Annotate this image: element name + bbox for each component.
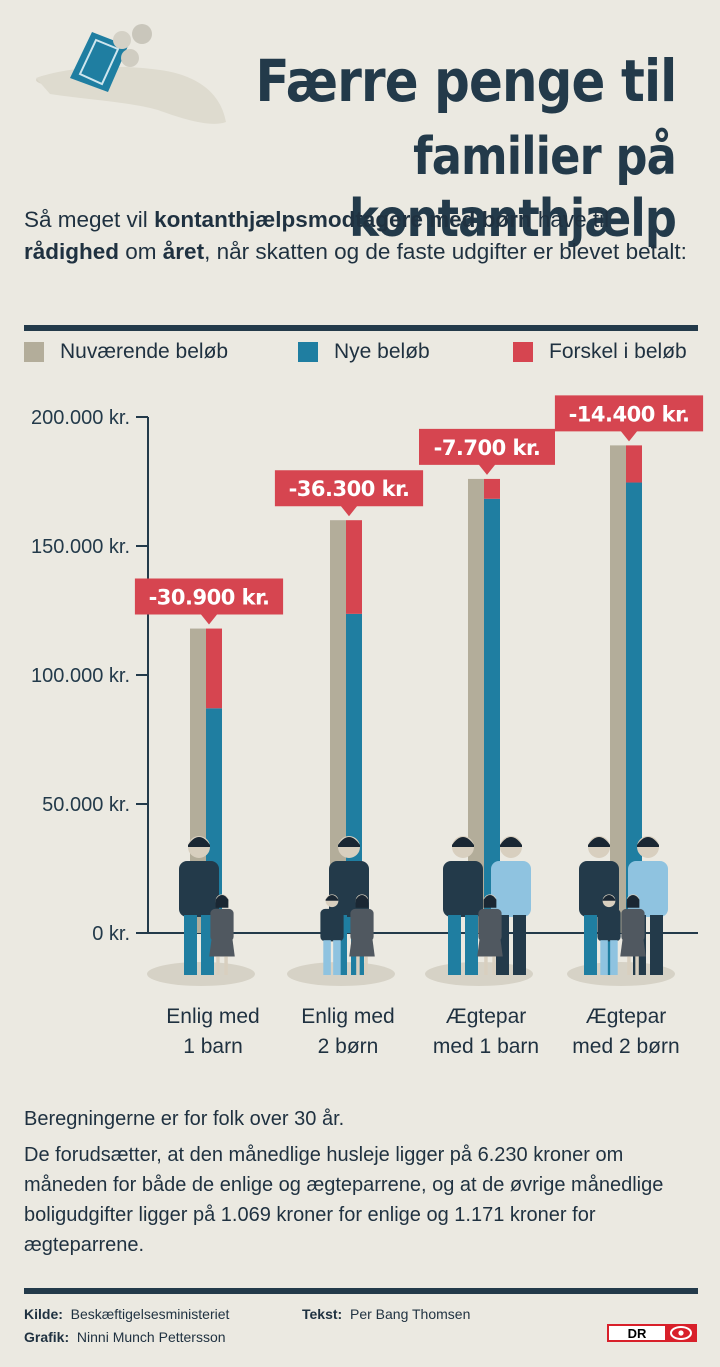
legend-label-difference: Forskel i beløb (549, 340, 687, 363)
bar-new (484, 498, 500, 933)
bar-chart: 0 kr. 50.000 kr. 100.000 kr. 150.000 kr. 200… (31, 395, 704, 986)
bar-current (330, 520, 346, 933)
page-title-line-1: Færre penge til (255, 47, 677, 115)
difference-callout (554, 395, 704, 442)
y-tick-label: 0 kr. (92, 923, 130, 945)
footnote-age: Beregningerne er for folk over 30 år. (24, 1108, 345, 1130)
bar-difference (626, 445, 642, 483)
y-tick-label: 150.000 kr. (31, 536, 130, 558)
bottom-divider (24, 1288, 698, 1294)
family-silhouette-icon (567, 836, 675, 986)
difference-callout (134, 578, 284, 625)
difference-label: -14.400 kr. (569, 402, 690, 426)
category-label-3: Ægtepar med 1 barn (432, 1005, 540, 1058)
difference-label: -36.300 kr. (289, 477, 410, 501)
bar-difference (206, 628, 222, 709)
legend-item-current: Nuværende beløb (24, 340, 228, 364)
y-tick-label: 50.000 kr. (42, 794, 130, 816)
bar-difference (346, 520, 362, 614)
family-silhouette-icon (287, 836, 395, 986)
category-label-2: Enlig med 2 børn (301, 1005, 395, 1058)
legend-item-new: Nye beløb (298, 340, 430, 364)
dr-logo: DR (607, 1324, 697, 1342)
chart-legend: Nuværende beløb Nye beløb Forskel i belø… (0, 340, 720, 370)
difference-label: -7.700 kr. (434, 436, 541, 460)
bar-new (626, 482, 642, 933)
y-tick-label: 200.000 kr. (31, 407, 130, 429)
legend-swatch-new (298, 342, 318, 362)
bar-current (468, 478, 484, 933)
credit-graphic: Grafik: Ninni Munch Pettersson (24, 1329, 226, 1345)
legend-swatch-current (24, 342, 44, 362)
category-label-1: Enlig med 1 barn (166, 1005, 260, 1058)
footnotes: Beregningerne er for folk over 30 år. De… (24, 1104, 704, 1260)
page-title-line-2: familier på kontanthjælp (349, 127, 677, 249)
bar-difference (484, 478, 500, 499)
family-silhouette-icon (147, 836, 255, 986)
footnote-assumptions: De forudsætter, at den månedlige husleje… (24, 1144, 664, 1256)
legend-label-new: Nye beløb (334, 340, 430, 363)
family-silhouette-icon (425, 836, 533, 986)
svg-text:DR: DR (628, 1326, 647, 1341)
credit-source: Kilde: Beskæftigelsesministeriet (24, 1306, 230, 1322)
credit-text: Tekst: Per Bang Thomsen (302, 1306, 471, 1322)
bar-current (610, 445, 626, 933)
difference-callout (274, 470, 424, 517)
y-tick-label: 100.000 kr. (31, 665, 130, 687)
top-divider (24, 325, 698, 331)
legend-label-current: Nuværende beløb (60, 340, 229, 363)
chart-subtitle: Så meget vil kontanthjælpsmodtagere med … (24, 207, 687, 264)
legend-swatch-difference (513, 342, 533, 362)
hand-with-money-icon (36, 24, 226, 124)
difference-label: -30.900 kr. (149, 586, 270, 610)
legend-item-difference: Forskel i beløb (513, 340, 687, 364)
difference-callout (419, 428, 555, 475)
category-label-4: Ægtepar med 2 børn (572, 1005, 680, 1058)
